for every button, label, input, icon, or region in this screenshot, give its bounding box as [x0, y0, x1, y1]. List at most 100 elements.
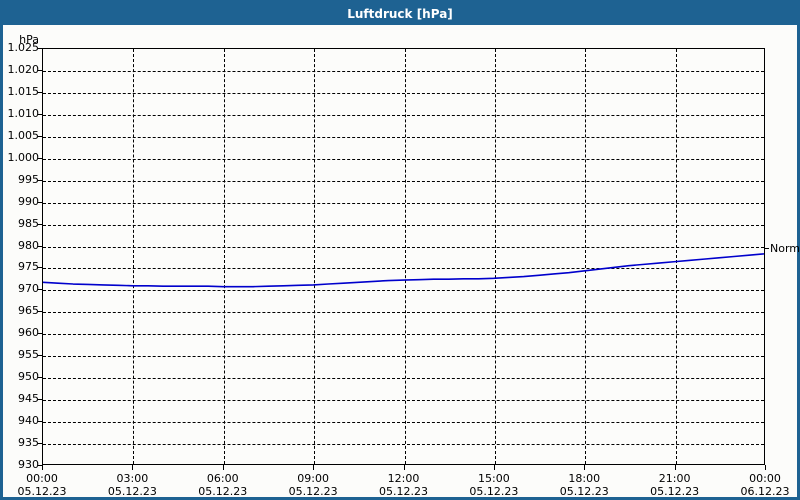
y-axis-tick-label: 935: [18, 436, 39, 450]
gridline-horizontal: [43, 290, 764, 292]
gridline-horizontal: [43, 422, 764, 424]
y-axis-tick-label: 930: [18, 458, 39, 471]
gridline-horizontal: [43, 268, 764, 270]
gridline-horizontal: [43, 202, 764, 204]
x-axis-tick-date: 05.12.23: [379, 485, 428, 498]
normal-reference-tick: [765, 247, 769, 249]
x-axis-tick-mark: [42, 465, 43, 470]
x-axis-tick-label: 09:00 05.12.23: [273, 472, 353, 498]
gridline-vertical: [404, 49, 406, 464]
y-axis-tick-label: 965: [18, 304, 39, 318]
x-axis-tick-mark: [222, 465, 224, 470]
y-axis-tick-mark: [38, 333, 42, 335]
gridline-horizontal: [43, 312, 764, 314]
x-axis-tick-time: 03:00: [116, 472, 149, 485]
y-axis-tick-label: 1.020: [7, 62, 40, 76]
y-axis-tick-mark: [38, 443, 42, 445]
gridline-horizontal: [43, 180, 764, 182]
y-axis-tick-label: 950: [18, 370, 39, 384]
x-axis-tick-date: 05.12.23: [288, 485, 338, 498]
y-axis-tick-mark: [38, 201, 42, 203]
y-axis-tick-mark: [38, 465, 42, 466]
x-axis-tick-time: 09:00: [297, 472, 329, 485]
y-axis-tick-mark: [38, 48, 42, 49]
y-axis-tick-label: 980: [18, 238, 39, 252]
gridline-horizontal: [43, 444, 764, 446]
gridline-horizontal: [43, 136, 764, 138]
gridline-horizontal: [43, 158, 764, 160]
x-axis-tick-mark: [493, 465, 495, 470]
plot-shell: hPa 1.025 1.020 1.015 1.010 1.005 1.000 995 990…: [3, 25, 800, 498]
x-axis-tick-date: 05.12.23: [198, 485, 248, 498]
y-axis-tick-mark: [38, 311, 42, 313]
plot-area: [42, 48, 765, 465]
gridline-vertical: [133, 49, 135, 464]
gridline-vertical: [675, 49, 677, 464]
x-axis-tick-label: 06:00 05.12.23: [183, 472, 263, 498]
x-axis-tick-time: 12:00: [387, 472, 420, 485]
x-axis-tick-label: 15:00 05.12.23: [454, 472, 534, 498]
x-axis-tick-label: 21:00 05.12.23: [635, 472, 715, 498]
x-axis-tick-date: 05.12.23: [469, 485, 519, 498]
y-axis-tick-label: 1.015: [7, 84, 40, 98]
x-axis-tick-mark: [313, 465, 315, 470]
x-axis-tick-label: 18:00 05.12.23: [544, 472, 624, 498]
y-axis-tick-mark: [38, 399, 42, 401]
gridline-horizontal: [43, 114, 764, 116]
y-axis-tick-label: 960: [18, 326, 39, 340]
x-axis-tick-time: 18:00: [568, 472, 601, 485]
gridline-horizontal: [43, 334, 764, 336]
gridline-horizontal: [43, 400, 764, 402]
gridline-vertical: [494, 49, 496, 464]
series-luftdruck-line: [43, 253, 764, 288]
x-axis-tick-mark: [584, 465, 586, 470]
gridline-horizontal: [43, 356, 764, 358]
gridline-horizontal: [43, 92, 764, 94]
y-axis-tick-label: 940: [18, 414, 39, 428]
gridline-horizontal: [43, 378, 764, 380]
x-axis-tick-time: 21:00: [658, 472, 691, 485]
normal-reference-label: Normal: [770, 241, 800, 255]
x-axis-tick-date: 06.12.23: [740, 485, 790, 498]
gridline-vertical: [223, 49, 225, 464]
x-axis-tick-label: 12:00 05.12.23: [364, 472, 444, 498]
x-axis-tick-label: 03:00 05.12.23: [92, 472, 172, 498]
y-axis-tick-mark: [38, 421, 42, 423]
page-title: Luftdruck [hPa]: [347, 7, 453, 21]
y-axis-tick-label: 1.010: [7, 106, 40, 120]
gridline-horizontal: [43, 70, 764, 72]
x-axis-tick-date: 05.12.23: [559, 485, 609, 498]
y-axis-tick-mark: [38, 245, 42, 247]
y-axis-tick-label: 945: [18, 392, 39, 406]
y-axis-tick-mark: [38, 113, 42, 115]
window-title-bar: Luftdruck [hPa]: [3, 3, 797, 25]
series-line-chart: [43, 253, 764, 288]
x-axis-tick-mark: [674, 465, 676, 470]
x-axis-tick-date: 05.12.23: [107, 485, 157, 498]
y-axis-tick-mark: [38, 157, 42, 159]
gridline-horizontal: [43, 246, 764, 248]
x-axis-tick-time: 06:00: [206, 472, 239, 485]
x-axis-tick-mark: [132, 465, 134, 470]
y-axis-tick-mark: [38, 289, 42, 291]
gridline-horizontal: [43, 224, 764, 226]
y-axis-tick-mark: [38, 135, 42, 137]
x-axis-tick-date: 05.12.23: [17, 485, 67, 498]
gridline-vertical: [314, 49, 316, 464]
y-axis-tick-mark: [38, 377, 42, 379]
y-axis-tick-mark: [38, 267, 42, 269]
gridline-vertical: [585, 49, 587, 464]
y-axis-tick-mark: [38, 91, 42, 93]
y-axis-tick-label: 975: [18, 260, 39, 274]
y-axis-tick-label: 970: [18, 282, 39, 296]
y-axis-tick-label: 1.000: [7, 150, 40, 164]
x-axis-tick-mark: [765, 465, 766, 470]
y-axis-tick-label: 985: [18, 216, 39, 230]
y-axis-tick-mark: [38, 355, 42, 357]
y-axis-tick-mark: [38, 223, 42, 225]
y-axis-tick-mark: [38, 179, 42, 181]
y-axis-tick-label: 1.005: [7, 128, 40, 142]
x-axis-tick-time: 00:00: [26, 472, 58, 485]
x-axis-tick-label: 00:00 06.12.23: [725, 472, 800, 498]
